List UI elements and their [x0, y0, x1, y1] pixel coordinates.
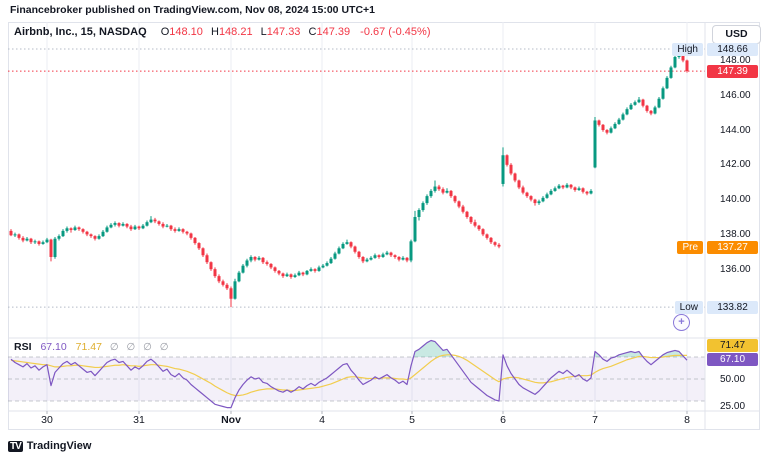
low-value: 147.33: [266, 26, 301, 38]
change-value: -0.67 (-0.45%): [360, 26, 431, 38]
price-tick-label: 136.00: [720, 263, 751, 275]
rsi-tick-label: 50.00: [720, 373, 746, 385]
add-alert-plus-icon[interactable]: +: [673, 314, 690, 331]
time-tick-label: Nov: [221, 414, 241, 426]
indicator-delete-icon[interactable]: ∅: [143, 342, 152, 353]
time-tick-label: 8: [684, 414, 690, 426]
symbol-legend[interactable]: Airbnb, Inc., 15, NASDAQ O148.10 H148.21…: [14, 26, 430, 38]
chart-frame: [8, 22, 760, 430]
indicator-settings-icon[interactable]: ∅: [126, 342, 136, 353]
rsi-legend[interactable]: RSI 67.10 71.47 ∅ ∅ ∅ ∅: [14, 341, 168, 353]
symbol-title: Airbnb, Inc., 15, NASDAQ: [14, 26, 147, 38]
open-label: O: [160, 26, 170, 38]
rsi-tick-label: 25.00: [720, 401, 746, 412]
close-value: 147.39: [316, 26, 351, 38]
time-tick-label: 4: [319, 414, 325, 426]
price-tick-label: 140.00: [720, 194, 751, 206]
last-price-badge: 147.39: [707, 64, 758, 78]
indicator-hide-icon[interactable]: ∅: [109, 342, 119, 353]
time-tick-label: 31: [133, 414, 145, 426]
high-marker-tag: High: [672, 42, 703, 56]
high-value: 148.21: [218, 26, 253, 38]
high-label: H: [210, 26, 219, 38]
low-label: L: [260, 26, 267, 38]
time-tick-label: 5: [409, 414, 415, 426]
low-marker-tag: Low: [674, 300, 703, 314]
high-price-badge: 148.66: [707, 42, 758, 56]
low-price-badge: 133.82: [707, 300, 758, 314]
rsi-value-badge: 71.47: [707, 339, 758, 352]
currency-toggle-button[interactable]: USD: [712, 25, 761, 44]
pre-marker-tag: Pre: [677, 240, 703, 254]
price-tick-label: 148.00: [720, 54, 751, 66]
tradingview-watermark[interactable]: TV TradingView: [8, 440, 91, 452]
indicator-more-icon[interactable]: ∅: [159, 342, 169, 353]
time-tick-label: 30: [41, 414, 53, 426]
price-tick-label: 146.00: [720, 89, 751, 101]
price-tick-label: 144.00: [720, 124, 751, 136]
attribution-header: Financebroker published on TradingView.c…: [10, 4, 375, 16]
tradingview-label: TradingView: [26, 440, 92, 452]
pre-price-badge: 137.27: [707, 240, 758, 254]
rsi-value-badge: 67.10: [707, 353, 758, 366]
close-label: C: [308, 26, 317, 38]
price-tick-label: 142.00: [720, 159, 751, 171]
time-tick-label: 7: [592, 414, 598, 426]
open-value: 148.10: [169, 26, 203, 38]
time-tick-label: 6: [500, 414, 506, 426]
tradingview-logo-icon: TV: [8, 441, 23, 452]
rsi-ma-value: 71.47: [75, 341, 102, 353]
rsi-value: 67.10: [40, 341, 67, 353]
price-tick-label: 138.00: [720, 228, 751, 240]
rsi-title: RSI: [14, 341, 32, 353]
